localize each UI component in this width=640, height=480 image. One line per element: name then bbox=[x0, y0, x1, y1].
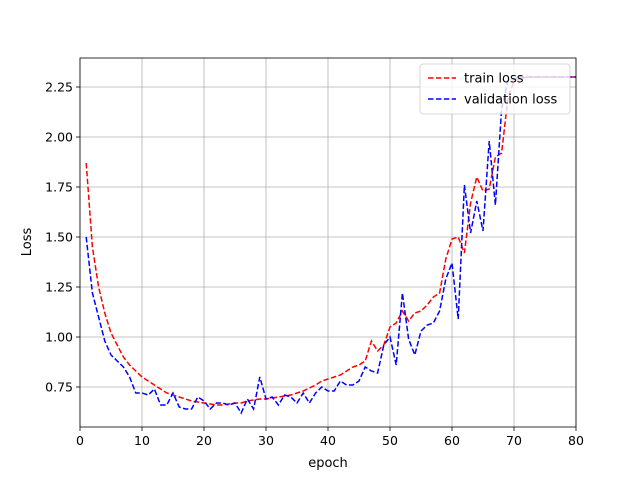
y-tick-label: 1.50 bbox=[45, 230, 73, 245]
legend: train loss validation loss bbox=[419, 63, 571, 115]
series-line-train-loss bbox=[85, 76, 576, 406]
x-tick-label: 70 bbox=[506, 433, 522, 448]
y-tick-label: 1.25 bbox=[45, 280, 73, 295]
y-tick-label: 1.75 bbox=[45, 180, 73, 195]
legend-label: train loss bbox=[464, 72, 524, 87]
legend-box bbox=[419, 63, 571, 115]
series-lines bbox=[85, 76, 576, 415]
y-tick-label: 1.00 bbox=[45, 330, 73, 345]
x-tick-label: 60 bbox=[444, 433, 460, 448]
x-tick-label: 30 bbox=[258, 433, 274, 448]
x-tick-label: 0 bbox=[76, 433, 84, 448]
x-tick-label: 10 bbox=[134, 433, 150, 448]
y-axis-ticks: 0.75 1.00 1.25 1.50 1.75 2.00 2.25 bbox=[45, 80, 80, 395]
x-axis-ticks: 0 10 20 30 40 50 60 70 80 bbox=[76, 427, 584, 448]
x-tick-label: 80 bbox=[568, 433, 584, 448]
series-line-validation-loss bbox=[85, 76, 576, 415]
x-tick-label: 50 bbox=[382, 433, 398, 448]
legend-label: validation loss bbox=[464, 93, 557, 108]
y-tick-label: 0.75 bbox=[45, 380, 73, 395]
x-tick-label: 20 bbox=[196, 433, 212, 448]
y-tick-label: 2.00 bbox=[45, 130, 73, 145]
x-axis-label: epoch bbox=[308, 456, 348, 471]
y-tick-label: 2.25 bbox=[45, 80, 73, 95]
x-tick-label: 40 bbox=[320, 433, 336, 448]
y-axis-label: Loss bbox=[20, 228, 35, 257]
